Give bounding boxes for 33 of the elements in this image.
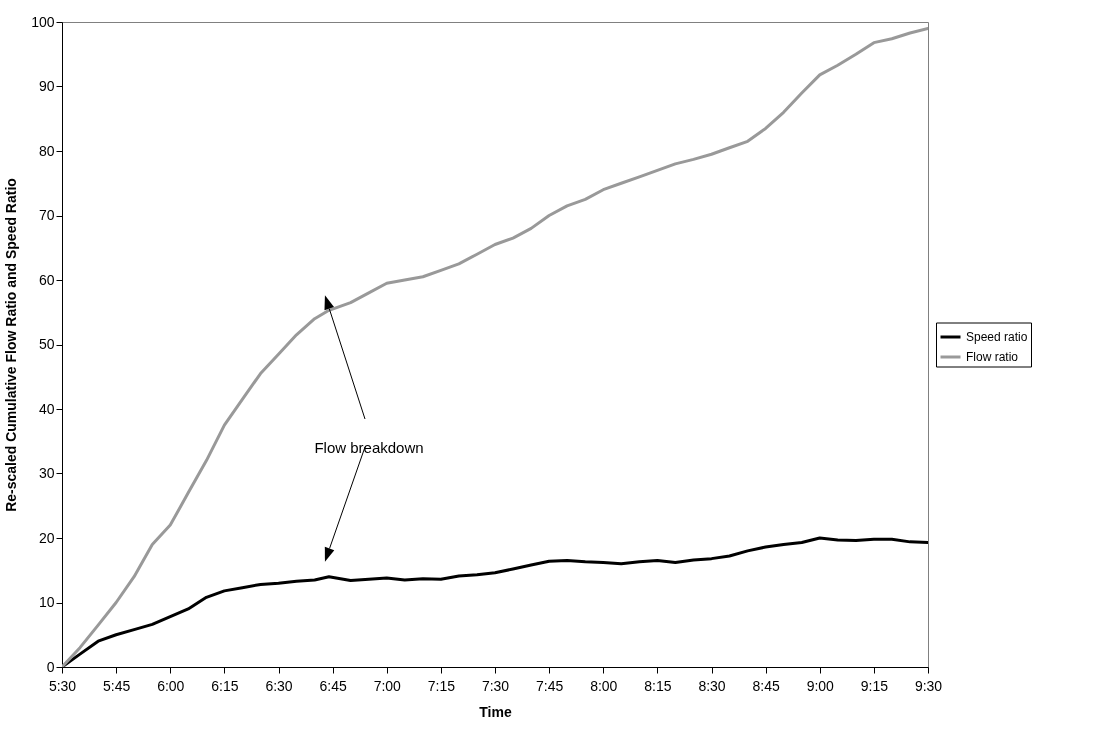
x-tick-label: 7:00 [373, 677, 402, 694]
x-tick-label: 6:30 [265, 677, 293, 694]
x-tick-label: 6:45 [319, 677, 347, 694]
x-axis-title: Time [479, 703, 512, 720]
x-tick-label: 8:30 [698, 677, 726, 694]
x-tick-label: 5:45 [103, 677, 131, 694]
x-tick-label: 9:15 [860, 677, 889, 694]
x-tick-label: 7:15 [427, 677, 456, 694]
y-tick-label: 0 [46, 658, 55, 675]
y-tick-label: 80 [38, 142, 55, 159]
y-tick-label: 10 [38, 594, 55, 610]
x-tick-label: 9:30 [914, 677, 943, 694]
y-tick-label: 30 [38, 465, 55, 481]
legend-label: Speed ratio [966, 330, 1028, 344]
x-tick-label: 6:15 [211, 677, 239, 694]
y-tick-label: 70 [38, 207, 55, 223]
x-tick-label: 6:00 [157, 677, 185, 694]
x-tick-label: 5:30 [48, 677, 77, 694]
y-tick-label: 90 [38, 78, 55, 94]
x-tick-label: 7:45 [536, 677, 564, 694]
x-tick-label: 8:15 [644, 677, 672, 694]
x-tick-label: 8:45 [752, 677, 780, 694]
y-tick-label: 20 [38, 529, 55, 546]
x-tick-label: 7:30 [481, 677, 510, 694]
y-tick-label: 100 [31, 13, 55, 30]
legend-label: Flow ratio [966, 350, 1019, 364]
x-tick-label: 8:00 [590, 677, 618, 694]
y-axis-title: Re-scaled Cumulative Flow Ratio and Speed Ratio [3, 178, 20, 512]
y-tick-label: 40 [38, 400, 55, 417]
y-tick-label: 60 [38, 271, 55, 288]
annotation: Flow breakdown [314, 439, 424, 456]
x-tick-label: 9:00 [806, 677, 835, 694]
y-tick-label: 50 [38, 336, 55, 352]
